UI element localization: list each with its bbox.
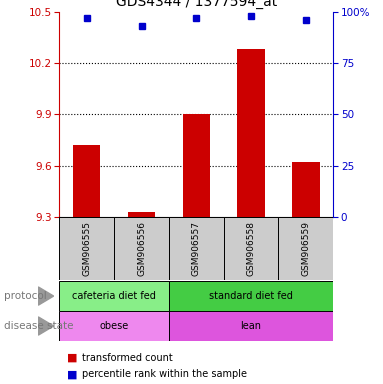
Bar [292,162,319,217]
FancyBboxPatch shape [169,217,224,280]
Text: GSM906558: GSM906558 [247,221,255,276]
Bar [128,212,155,217]
FancyBboxPatch shape [59,311,169,341]
Text: disease state: disease state [4,321,73,331]
Polygon shape [38,317,54,335]
Bar [183,114,210,217]
FancyBboxPatch shape [169,281,333,311]
FancyBboxPatch shape [169,311,333,341]
FancyBboxPatch shape [278,217,333,280]
Text: cafeteria diet fed: cafeteria diet fed [72,291,156,301]
Bar [237,49,265,217]
FancyBboxPatch shape [59,281,169,311]
FancyBboxPatch shape [59,217,114,280]
Text: obese: obese [100,321,129,331]
Text: GSM906555: GSM906555 [82,221,91,276]
Text: lean: lean [241,321,262,331]
Text: GSM906556: GSM906556 [137,221,146,276]
Text: GSM906559: GSM906559 [301,221,310,276]
FancyBboxPatch shape [224,217,278,280]
Text: ■: ■ [67,369,77,379]
Text: protocol: protocol [4,291,47,301]
Text: transformed count: transformed count [82,353,173,363]
Text: standard diet fed: standard diet fed [209,291,293,301]
Text: percentile rank within the sample: percentile rank within the sample [82,369,247,379]
Polygon shape [38,287,54,305]
Bar [73,145,100,217]
FancyBboxPatch shape [114,217,169,280]
Text: ■: ■ [67,353,77,363]
Title: GDS4344 / 1377594_at: GDS4344 / 1377594_at [116,0,277,9]
Text: GSM906557: GSM906557 [192,221,201,276]
